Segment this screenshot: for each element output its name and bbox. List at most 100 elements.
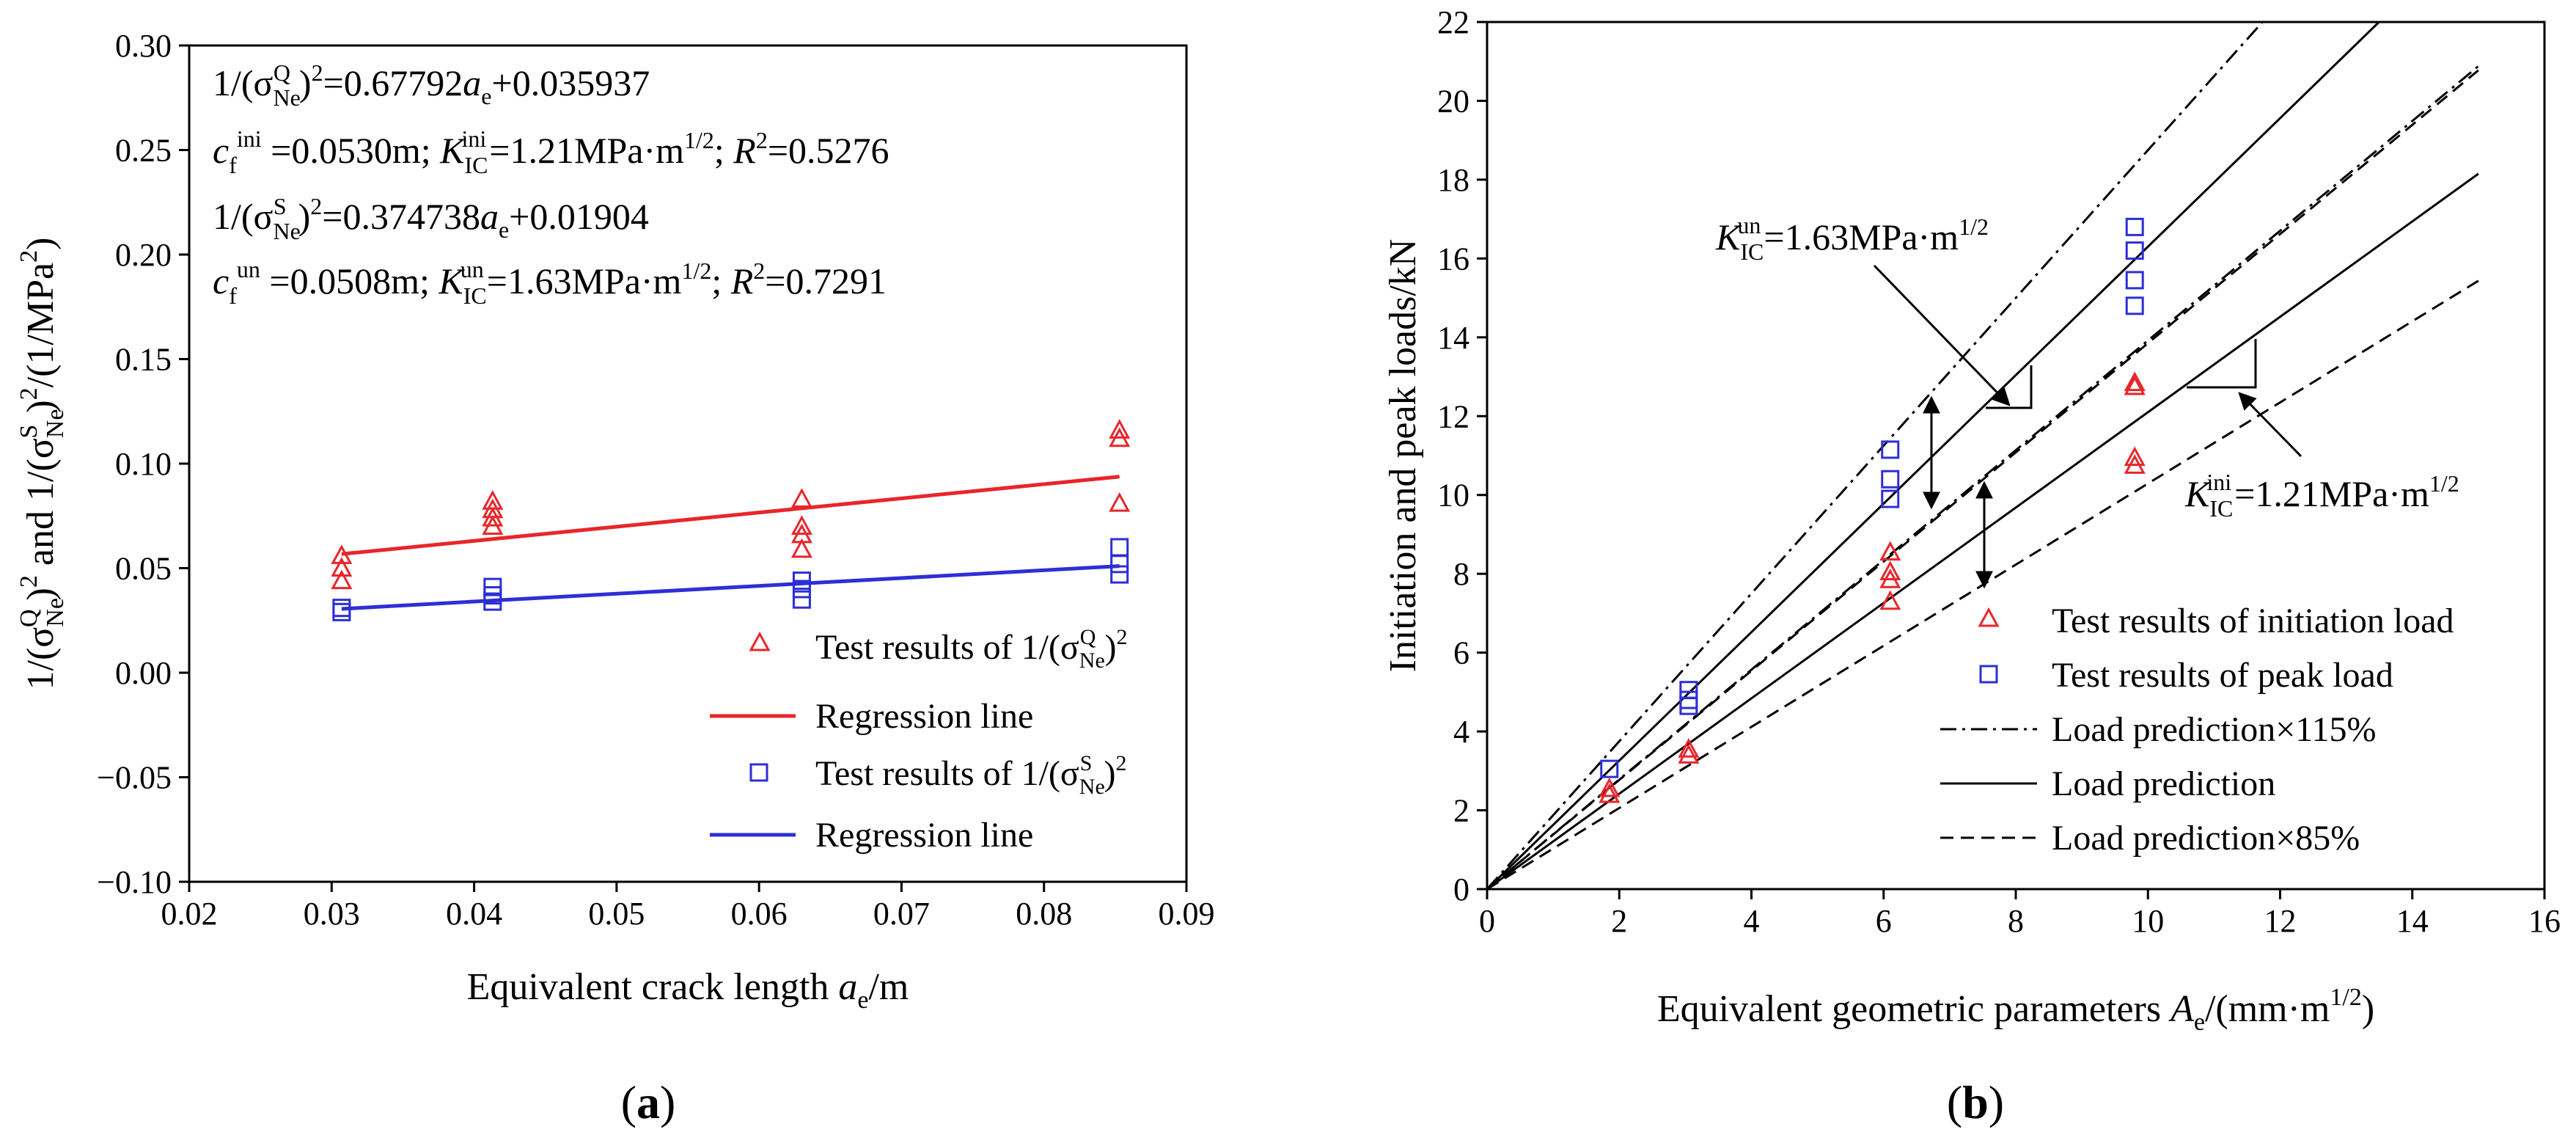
prediction-line-dashed	[1486, 279, 2479, 891]
triangle-point	[1879, 541, 1901, 561]
triangle-point	[2124, 446, 2146, 467]
chart-a-eq-q: 1/(σNeQ)2=0.67792ae+0.035937	[213, 59, 650, 111]
slope-triangle-kini	[2187, 339, 2257, 389]
triangle-point	[2124, 371, 2146, 392]
square-point	[1881, 489, 1900, 508]
square-point	[1679, 681, 1698, 700]
triangle-point	[331, 569, 353, 590]
x-tick-label: 2	[1611, 903, 1627, 939]
triangle-point	[790, 538, 812, 558]
y-tick-label: 0	[1453, 872, 1469, 907]
triangle-point	[1599, 777, 1621, 797]
chart-b-panel-label: (b)	[1947, 1076, 2004, 1128]
triangle-point	[331, 557, 353, 577]
y-tick-label: 0.20	[115, 237, 172, 273]
x-tick-label: 0	[1479, 903, 1495, 939]
x-tick-label: 12	[2264, 903, 2297, 939]
x-tick-label: 0.06	[731, 896, 788, 932]
chart-b-ticks: 0 2 4 6 8 10 12 14 16 0 2 4 6 8 10 12 14 16 18 20 22	[1437, 4, 2561, 939]
chart-a-params-q: cfini =0.0530m; KICini=1.21MPa·m1/2; R2=…	[213, 125, 889, 178]
regression-line	[341, 564, 1120, 611]
chart-b-legend: Test results of initiation load Test res…	[1940, 602, 2454, 858]
square-point	[332, 602, 351, 621]
triangle-point	[2124, 454, 2146, 474]
triangle-point	[1599, 783, 1621, 803]
triangle-point	[1879, 590, 1901, 610]
chart-a-eq-s: 1/(σNeS)2=0.374738ae+0.01904	[213, 193, 649, 244]
legend-q-label: Test results of 1/(σNeQ)2	[815, 625, 1127, 673]
slope-triangle-kun	[1986, 365, 2033, 409]
x-tick-label: 0.07	[873, 896, 930, 932]
triangle-point	[1879, 569, 1901, 588]
y-tick-label: 0.15	[115, 342, 172, 378]
chart-b-y-label: Initiation and peak loads/kN	[1382, 239, 1424, 673]
chart-a-x-label: Equivalent crack length ae/m	[467, 966, 909, 1014]
triangle-point	[1109, 419, 1131, 439]
x-tick-label: 4	[1744, 903, 1760, 939]
chart-b-plot-frame	[1486, 21, 2546, 891]
square-point	[1881, 440, 1900, 459]
y-tick-label: 0.30	[115, 28, 172, 64]
regression-line	[341, 475, 1120, 556]
triangle-point	[1678, 738, 1700, 758]
square-point	[1881, 469, 1900, 489]
legend-reg-q-label: Regression line	[815, 697, 1033, 736]
chart-a-panel-label: (a)	[621, 1076, 676, 1128]
x-tick-label: 0.04	[446, 896, 502, 932]
y-tick-label: 0.05	[115, 551, 172, 587]
chart-a-ticks: 0.02 0.03 0.04 0.05 0.06 0.07 0.08 0.09 −0.10 −0.…	[97, 28, 1214, 932]
legend-square-marker	[1979, 665, 1998, 684]
y-tick-label: −0.05	[97, 760, 172, 796]
x-tick-label: 16	[2528, 903, 2561, 939]
chart-a-legend: Test results of 1/(σNeQ)2 Regression lin…	[710, 625, 1127, 855]
chart-a-plot-frame	[188, 44, 1188, 883]
y-tick-label: 4	[1453, 714, 1469, 750]
triangle-point	[1678, 744, 1700, 764]
prediction-line-solid	[1486, 172, 2479, 891]
square-point	[1110, 555, 1129, 574]
chart-b-kini-label: KICini=1.21MPa·m1/2	[2184, 469, 2459, 522]
y-tick-label: −0.10	[97, 864, 172, 900]
triangle-point	[482, 506, 504, 527]
triangle-point	[790, 515, 812, 535]
prediction-line-dashdot	[1486, 21, 2264, 891]
x-tick-label: 0.05	[588, 896, 645, 932]
x-tick-label: 0.02	[161, 896, 218, 932]
y-tick-label: 0.10	[115, 446, 172, 482]
y-tick-label: 6	[1453, 635, 1469, 671]
legend-triangle-marker	[749, 631, 771, 651]
y-tick-label: 16	[1437, 241, 1469, 277]
triangle-point	[2124, 375, 2146, 395]
legend-p115-label: Load prediction×115%	[2052, 710, 2377, 749]
callout-kini-line	[2238, 392, 2302, 458]
x-tick-label: 8	[2008, 903, 2024, 939]
triangle-point	[1879, 560, 1901, 580]
square-point	[2125, 296, 2144, 315]
square-point	[1110, 538, 1129, 557]
triangle-point	[1109, 427, 1131, 447]
square-point	[792, 590, 811, 609]
y-tick-label: 0.25	[115, 133, 172, 169]
legend-peak-label: Test results of peak load	[2052, 656, 2393, 695]
legend-init-label: Test results of initiation load	[2052, 602, 2454, 640]
callout-kun-line	[1873, 264, 2011, 406]
chart-a: 0.02 0.03 0.04 0.05 0.06 0.07 0.08 0.09 −0.10 −0.…	[15, 28, 1215, 1128]
square-point	[2125, 271, 2144, 290]
x-tick-label: 6	[1876, 903, 1892, 939]
legend-p85-label: Load prediction×85%	[2052, 819, 2360, 858]
y-tick-label: 0.00	[115, 655, 172, 691]
chart-b-points	[1599, 217, 2146, 803]
chart-a-y-label: 1/(σNeQ)2 and 1/(σNeS)2/(1/MPa2)	[15, 238, 69, 690]
chart-b-kun-label: KICun=1.63MPa·m1/2	[1715, 212, 1989, 265]
square-point	[1679, 696, 1698, 715]
x-tick-label: 0.09	[1159, 896, 1215, 932]
y-tick-label: 2	[1453, 793, 1469, 829]
triangle-point	[331, 544, 353, 564]
prediction-line-dashed	[1486, 69, 2479, 891]
x-tick-label: 0.08	[1016, 896, 1072, 932]
chart-b-x-label: Equivalent geometric parameters Ae/(mm·m…	[1657, 984, 2374, 1036]
square-point	[792, 580, 811, 599]
x-tick-label: 14	[2396, 903, 2429, 939]
triangle-point	[790, 488, 812, 508]
